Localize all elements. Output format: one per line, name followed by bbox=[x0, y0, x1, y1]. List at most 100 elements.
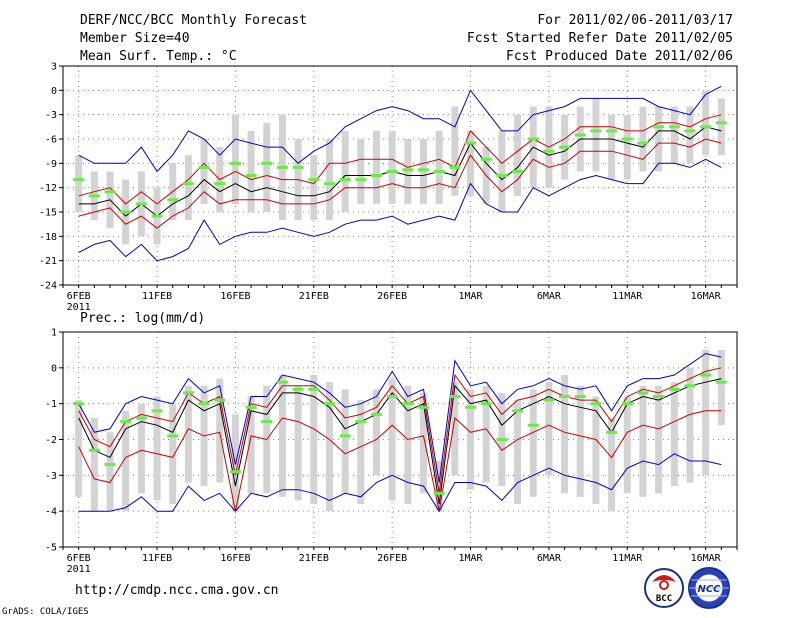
prec-xtick-label: 26FEB bbox=[377, 553, 407, 564]
prec-climatology-mark bbox=[574, 395, 586, 398]
temp-xtick-label: 6MAR bbox=[537, 291, 562, 302]
prec-range-bar bbox=[90, 418, 98, 512]
temp-climatology-mark bbox=[229, 161, 241, 165]
temp-ytick-label: -3 bbox=[45, 110, 57, 121]
prec-range-bar bbox=[122, 410, 130, 512]
temp-range-bar bbox=[404, 139, 412, 204]
prec-climatology-mark bbox=[214, 398, 226, 402]
prec-year-label: 2011 bbox=[67, 564, 91, 575]
temp-climatology-mark bbox=[449, 165, 461, 169]
temp-climatology-mark bbox=[73, 178, 85, 182]
prec-climatology-mark bbox=[637, 391, 649, 395]
bcc-logo-arc-icon bbox=[652, 575, 676, 582]
temp-climatology-mark bbox=[104, 190, 116, 194]
prec-range-bar bbox=[294, 385, 302, 501]
prec-line-lower-spread bbox=[78, 410, 722, 512]
temp-ytick-label: 3 bbox=[51, 62, 57, 73]
temp-ytick-label: -24 bbox=[39, 281, 57, 292]
temp-range-bar bbox=[451, 106, 459, 196]
temp-climatology-mark bbox=[480, 157, 492, 161]
temp-xtick-label: 6FEB bbox=[67, 291, 91, 302]
prec-xtick-label: 6MAR bbox=[537, 553, 562, 564]
prec-climatology-mark bbox=[668, 387, 680, 391]
prec-climatology-mark bbox=[73, 402, 85, 406]
temp-climatology-mark bbox=[402, 168, 414, 172]
prec-range-bar bbox=[655, 385, 663, 494]
temp-range-bar bbox=[655, 106, 663, 172]
prec-range-bar bbox=[184, 385, 192, 483]
temp-climatology-mark bbox=[700, 125, 712, 129]
prec-xtick-label: 16FEB bbox=[220, 553, 250, 564]
temp-climatology-mark bbox=[418, 168, 430, 172]
prec-climatology-mark bbox=[653, 395, 665, 398]
temp-climatology-mark bbox=[167, 198, 179, 202]
prec-climatology-mark bbox=[120, 420, 132, 424]
prec-range-bar bbox=[702, 349, 710, 476]
prec-range-bar bbox=[247, 396, 255, 494]
temp-climatology-mark bbox=[606, 129, 618, 133]
prec-range-bar bbox=[216, 378, 224, 483]
prec-range-bar bbox=[561, 375, 569, 494]
source-url[interactable]: http://cmdp.ncc.cma.gov.cn bbox=[75, 583, 279, 598]
temp-climatology-mark bbox=[214, 182, 226, 186]
prec-xtick-label: 11FEB bbox=[142, 553, 172, 564]
prec-climatology-mark bbox=[276, 380, 288, 384]
prec-xtick-label: 21FEB bbox=[299, 553, 329, 564]
prec-line-mean bbox=[78, 378, 722, 505]
temp-range-bar bbox=[200, 139, 208, 204]
temp-range-bar bbox=[702, 90, 710, 156]
temp-range-bar bbox=[247, 130, 255, 212]
temp-climatology-mark bbox=[198, 165, 210, 169]
prec-range-bar bbox=[404, 385, 412, 504]
prec-range-bar bbox=[482, 385, 490, 483]
prec-xtick-label: 1MAR bbox=[458, 553, 483, 564]
temp-range-bar bbox=[341, 130, 349, 212]
temp-climatology-mark bbox=[637, 141, 649, 145]
temp-climatology-mark bbox=[715, 121, 727, 125]
prec-range-bar bbox=[608, 418, 616, 512]
temp-range-bar bbox=[388, 130, 396, 204]
temp-plot-frame bbox=[62, 65, 738, 286]
prec-range-bar bbox=[325, 382, 333, 512]
prec-ytick-label: -4 bbox=[45, 507, 57, 518]
prec-climatology-mark bbox=[559, 395, 571, 398]
prec-climatology-mark bbox=[245, 405, 257, 409]
prec-climatology-mark bbox=[700, 373, 712, 377]
temp-climatology-mark bbox=[292, 165, 304, 169]
prec-range-bar bbox=[514, 400, 522, 504]
prec-range-bar bbox=[388, 378, 396, 501]
temp-line-upper-range bbox=[78, 85, 722, 173]
temp-range-bar bbox=[592, 98, 600, 172]
grads-credit: GrADS: COLA/IGES bbox=[2, 607, 89, 617]
prec-xtick-label: 6FEB bbox=[67, 553, 91, 564]
prec-range-bar bbox=[169, 403, 177, 504]
prec-xtick-label: 11MAR bbox=[612, 553, 643, 564]
temp-line-lower-range bbox=[78, 158, 722, 262]
prec-range-bar bbox=[545, 382, 553, 476]
prec-range-bar bbox=[529, 389, 537, 497]
bcc-logo: BCC bbox=[644, 568, 684, 608]
temp-climatology-mark bbox=[496, 174, 508, 177]
prec-climatology-mark bbox=[590, 402, 602, 406]
temp-climatology-mark bbox=[386, 169, 398, 173]
prec-climatology-mark bbox=[261, 420, 273, 424]
temp-climatology-mark bbox=[543, 149, 555, 153]
prec-climatology-mark bbox=[292, 387, 304, 391]
globe-icon bbox=[689, 579, 729, 597]
temp-climatology-mark bbox=[512, 169, 524, 173]
temp-range-bar bbox=[514, 114, 522, 196]
prec-ytick-label: -2 bbox=[45, 435, 57, 446]
prec-climatology-mark bbox=[621, 402, 633, 406]
temp-climatology-mark bbox=[182, 182, 194, 186]
prec-range-bar bbox=[686, 367, 694, 483]
temp-climatology-mark bbox=[370, 174, 382, 177]
prec-climatology-mark bbox=[418, 405, 430, 409]
prec-range-bar bbox=[639, 385, 647, 497]
prec-range-bar bbox=[357, 400, 365, 504]
prec-climatology-mark bbox=[323, 402, 335, 406]
prec-range-bar bbox=[137, 403, 145, 494]
temp-climatology-mark bbox=[323, 182, 335, 186]
temp-xtick-label: 26FEB bbox=[377, 291, 407, 302]
forecast-produced-date: Fcst Produced Date 2011/02/06 bbox=[506, 49, 733, 64]
temp-xtick-label: 11MAR bbox=[612, 291, 643, 302]
